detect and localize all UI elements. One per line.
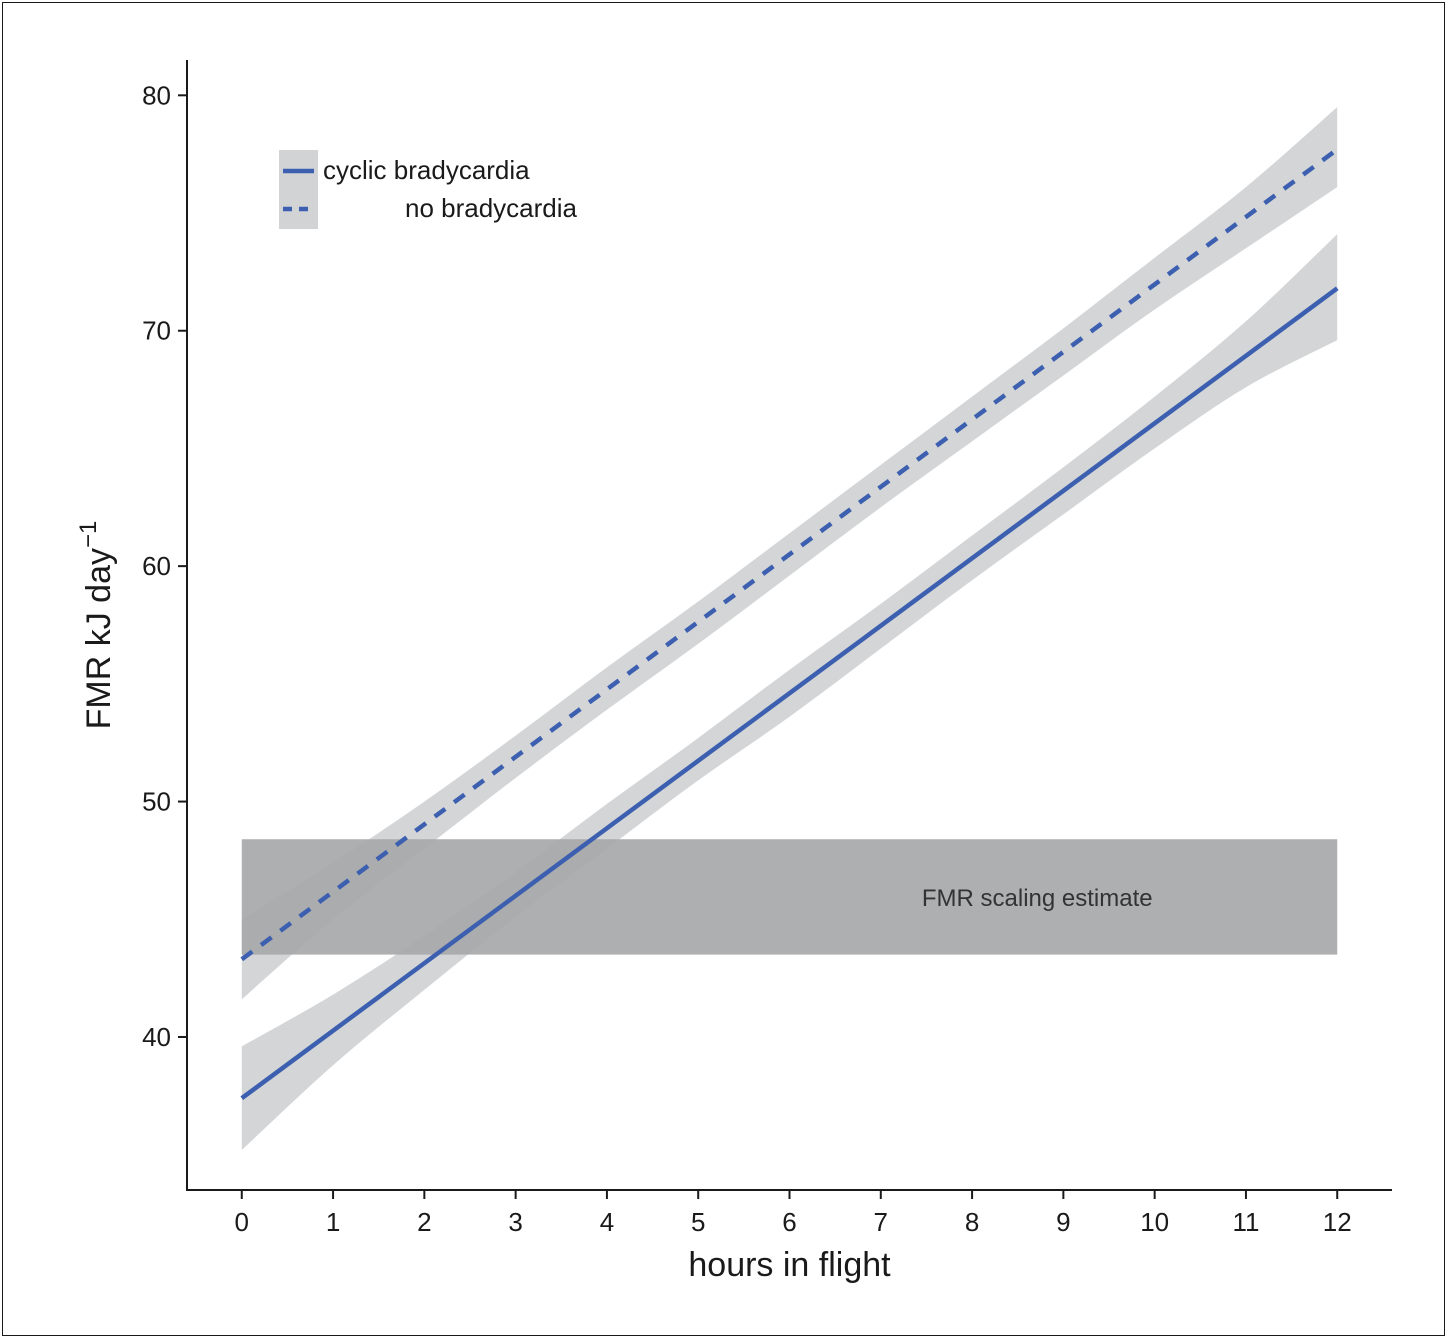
x-tick-label: 4 — [600, 1207, 614, 1237]
scaling-estimate-band: FMR scaling estimate — [241, 839, 1338, 955]
legend-label-no-bradycardia: no bradycardia — [405, 193, 578, 223]
x-tick-label: 1 — [326, 1207, 340, 1237]
fmr-scaling-label: FMR scaling estimate — [922, 885, 1153, 912]
x-axis-title: hours in flight — [688, 1246, 891, 1284]
series-line-cyclic-bradycardia — [240, 286, 1339, 1100]
y-tick-label: 80 — [142, 80, 171, 110]
x-tick-label: 6 — [782, 1207, 796, 1237]
x-ticks: 0 1 2 3 4 5 6 7 8 9 10 11 12 — [235, 1190, 1352, 1237]
y-axis-title-text: FMR kJ day — [80, 548, 118, 729]
x-tick-label: 10 — [1140, 1207, 1169, 1237]
confidence-bands — [241, 107, 1338, 1150]
y-axis-title-superscript: −1 — [75, 521, 102, 548]
y-ticks: 40 50 60 70 80 — [142, 80, 187, 1052]
y-tick-label: 70 — [142, 316, 171, 346]
x-tick-label: 8 — [965, 1207, 979, 1237]
fmr-scaling-band — [241, 839, 1338, 955]
x-tick-label: 3 — [508, 1207, 522, 1237]
legend-key-background — [279, 150, 318, 229]
x-tick-label: 12 — [1323, 1207, 1352, 1237]
y-tick-label: 60 — [142, 551, 171, 581]
y-tick-label: 40 — [142, 1022, 171, 1052]
x-tick-label: 2 — [417, 1207, 431, 1237]
x-tick-label: 9 — [1056, 1207, 1070, 1237]
x-tick-label: 11 — [1232, 1207, 1259, 1237]
x-tick-label: 7 — [874, 1207, 888, 1237]
series-lines — [240, 147, 1339, 1100]
y-axis-title: FMR kJ day−1 — [75, 521, 118, 730]
legend: cyclic bradycardia no bradycardia — [279, 150, 578, 229]
x-tick-label: 5 — [691, 1207, 705, 1237]
y-tick-label: 50 — [142, 787, 171, 817]
series-line-no-bradycardia — [240, 147, 1339, 962]
legend-label-cyclic-bradycardia: cyclic bradycardia — [323, 155, 530, 185]
x-tick-label: 0 — [235, 1207, 249, 1237]
